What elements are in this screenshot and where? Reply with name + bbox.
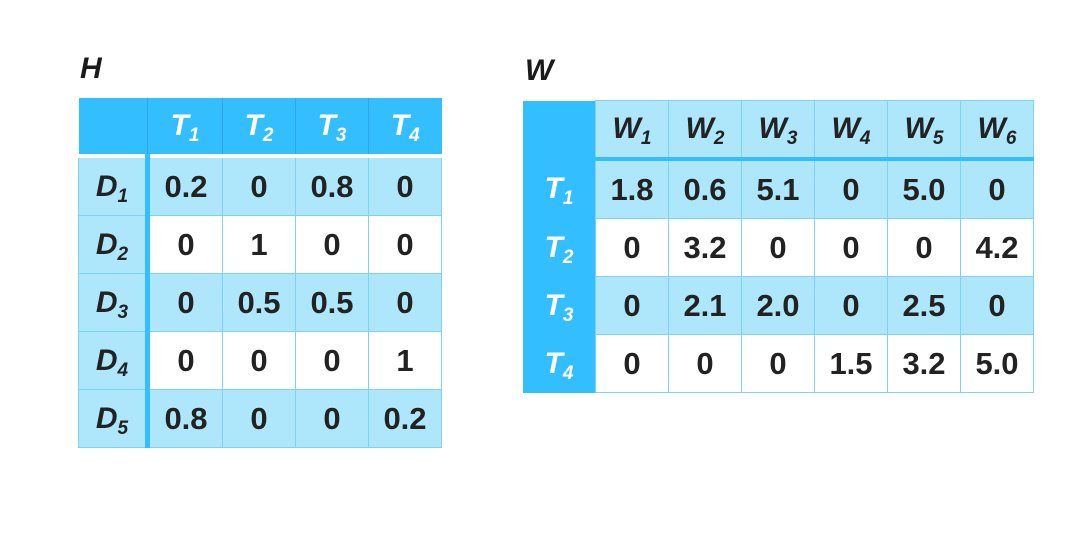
h-row-header-d3: D3 (78, 273, 150, 332)
w-cell: 5.0 (960, 334, 1034, 393)
h-cell: 0 (147, 215, 223, 274)
h-cell: 0.2 (147, 155, 223, 216)
h-col-header-t3: T3 (295, 98, 369, 158)
w-row-t3: T3 0 2.1 2.0 0 2.5 0 (523, 276, 1034, 335)
w-cell: 0 (668, 334, 742, 393)
w-header-row: W1 W2 W3 W4 W5 W6 (523, 100, 1034, 161)
w-cell: 0 (595, 276, 669, 335)
h-cell: 0 (368, 273, 442, 332)
w-cell: 0 (814, 218, 888, 277)
h-matrix-table: T1 T2 T3 T4 D1 0.2 0 0.8 0 D2 0 1 0 0 D3… (78, 98, 442, 448)
h-cell: 0.5 (222, 273, 296, 332)
w-col-header-w1: W1 (595, 100, 669, 161)
w-row-t1: T1 1.8 0.6 5.1 0 5.0 0 (523, 158, 1034, 219)
h-cell: 1 (368, 331, 442, 390)
h-corner-cell (78, 98, 148, 158)
h-row-d1: D1 0.2 0 0.8 0 (78, 155, 442, 216)
w-col-header-w2: W2 (668, 100, 742, 161)
w-row-header-t4: T4 (523, 334, 596, 393)
w-col-header-w5: W5 (887, 100, 961, 161)
h-col-header-t4: T4 (368, 98, 442, 158)
h-col-header-t1: T1 (147, 98, 223, 158)
w-row-t2: T2 0 3.2 0 0 0 4.2 (523, 218, 1034, 277)
w-cell: 0 (741, 334, 815, 393)
h-matrix-title: H (80, 52, 102, 85)
h-cell: 0 (295, 331, 369, 390)
h-header-row: T1 T2 T3 T4 (78, 98, 442, 158)
w-col-header-w6: W6 (960, 100, 1034, 161)
h-cell: 1 (222, 215, 296, 274)
h-cell: 0 (222, 331, 296, 390)
h-cell: 0.5 (295, 273, 369, 332)
w-cell: 1.8 (595, 158, 669, 219)
w-cell: 3.2 (668, 218, 742, 277)
w-cell: 0 (814, 158, 888, 219)
w-col-header-w3: W3 (741, 100, 815, 161)
w-row-header-t2: T2 (523, 218, 596, 277)
w-cell: 0 (595, 218, 669, 277)
w-matrix-table: W1 W2 W3 W4 W5 W6 T1 1.8 0.6 5.1 0 5.0 0… (523, 100, 1034, 393)
w-row-t4: T4 0 0 0 1.5 3.2 5.0 (523, 334, 1034, 393)
h-row-d3: D3 0 0.5 0.5 0 (78, 273, 442, 332)
w-row-header-t1: T1 (523, 159, 596, 219)
h-cell: 0 (295, 215, 369, 274)
h-row-d5: D5 0.8 0 0 0.2 (78, 389, 442, 448)
w-cell: 3.2 (887, 334, 961, 393)
h-cell: 0 (222, 155, 296, 216)
h-row-d4: D4 0 0 0 1 (78, 331, 442, 390)
w-row-header-t3: T3 (523, 276, 596, 335)
h-cell: 0 (147, 331, 223, 390)
h-cell: 0 (368, 155, 442, 216)
h-col-header-t2: T2 (222, 98, 296, 158)
w-cell: 0 (595, 334, 669, 393)
w-cell: 0.6 (668, 158, 742, 219)
h-row-header-d1: D1 (78, 155, 150, 216)
w-cell: 0 (960, 158, 1034, 219)
w-cell: 2.5 (887, 276, 961, 335)
h-cell: 0.8 (295, 155, 369, 216)
w-cell: 0 (960, 276, 1034, 335)
w-matrix-title: W (525, 54, 554, 87)
h-cell: 0 (222, 389, 296, 448)
h-cell: 0.2 (368, 389, 442, 448)
h-row-header-d5: D5 (78, 389, 150, 448)
w-cell: 2.0 (741, 276, 815, 335)
h-cell: 0.8 (147, 389, 223, 448)
w-col-header-w4: W4 (814, 100, 888, 161)
w-cell: 0 (887, 218, 961, 277)
w-corner-cell (523, 100, 596, 159)
h-row-header-d2: D2 (78, 215, 150, 274)
w-cell: 0 (741, 218, 815, 277)
h-row-d2: D2 0 1 0 0 (78, 215, 442, 274)
h-row-header-d4: D4 (78, 331, 150, 390)
w-cell: 5.1 (741, 158, 815, 219)
h-cell: 0 (295, 389, 369, 448)
h-cell: 0 (147, 273, 223, 332)
w-cell: 5.0 (887, 158, 961, 219)
w-cell: 2.1 (668, 276, 742, 335)
w-cell: 4.2 (960, 218, 1034, 277)
h-cell: 0 (368, 215, 442, 274)
w-cell: 0 (814, 276, 888, 335)
w-cell: 1.5 (814, 334, 888, 393)
